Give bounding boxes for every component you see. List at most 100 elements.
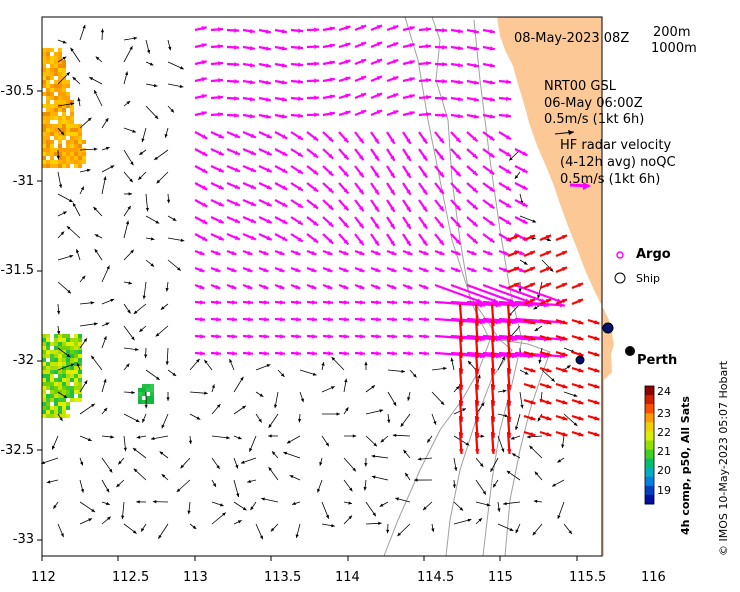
model-current-arrow [541, 369, 556, 382]
model-current-arrow [140, 523, 147, 532]
sst-cell [58, 390, 62, 394]
sst-cell [70, 338, 74, 342]
hf-radar-arrow [210, 165, 225, 173]
hf-radar-arrow [338, 334, 350, 339]
hf-radar-arrow [210, 351, 222, 356]
hf-radar-arrow [258, 216, 273, 224]
x-tick-label: 114.5 [417, 570, 455, 585]
hf-radar-arrow [466, 165, 479, 177]
sst-cell [50, 124, 54, 128]
model-current-arrow [123, 149, 134, 166]
x-tick-label: 112 [31, 570, 56, 585]
hf-radar-arrow [290, 266, 301, 273]
hf-radar-arrow [290, 148, 304, 158]
model-current-arrow [123, 303, 131, 314]
hf-radar-arrow [402, 283, 413, 290]
hf-radar-arrow [354, 41, 367, 49]
model-current-arrow [117, 457, 125, 465]
hf-radar-arrow [338, 283, 349, 290]
sst-cell [46, 378, 50, 382]
sst-cell [46, 398, 50, 402]
hf-radar-arrow [242, 334, 254, 339]
model-current-arrow [211, 384, 215, 393]
hf-radar-arrow [514, 199, 528, 208]
model-current-arrow [137, 171, 147, 181]
model-current-vectors [41, 24, 578, 540]
hf-radar-arrow [258, 165, 273, 173]
hf-radar-coastal-arrow [571, 382, 584, 389]
sst-cell [58, 346, 62, 350]
model-current-arrow [529, 445, 543, 459]
hf-radar-arrow [306, 78, 320, 83]
hf-radar-arrow [370, 109, 383, 117]
hf-radar-arrow [514, 165, 528, 174]
sst-cell [138, 392, 142, 396]
model-current-arrow [158, 523, 169, 539]
hf-radar-arrow [514, 182, 528, 191]
model-current-arrow [268, 466, 279, 481]
sst-cell [54, 378, 58, 382]
hf-radar-arrow [242, 62, 256, 68]
model-current-arrow [123, 347, 139, 352]
sst-cell [58, 100, 62, 104]
sst-cell [66, 346, 70, 350]
model-current-arrow [365, 435, 378, 447]
sst-cell [62, 354, 66, 358]
sst-cell [54, 334, 58, 338]
hf-radar-arrow [386, 165, 396, 179]
sst-cell [54, 346, 58, 350]
sst-cell [58, 398, 62, 402]
hf-radar-arrow [226, 147, 241, 156]
hf-radar-arrow [418, 165, 428, 179]
hf-radar-coastal-arrow [539, 430, 552, 437]
sst-cell [54, 350, 58, 354]
hf-radar-arrow [418, 266, 429, 273]
model-current-arrow [101, 336, 107, 349]
colorbar-segment [645, 449, 654, 460]
model-current-arrow [475, 517, 483, 525]
model-current-arrow [123, 523, 137, 534]
sst-cell [78, 156, 82, 160]
sst-cell [50, 104, 54, 108]
sst-cell [42, 378, 46, 382]
hf-radar-arrow [242, 266, 253, 273]
sst-cell [70, 390, 74, 394]
sst-cell [62, 60, 66, 64]
city-label-perth: Perth [637, 353, 678, 368]
sst-cell [42, 152, 46, 156]
hf-radar-arrow [434, 266, 445, 273]
sst-cell [54, 72, 58, 76]
argo-legend-icon [616, 251, 624, 259]
sst-cell [62, 64, 66, 68]
hf-radar-coastal-arrow [555, 350, 568, 357]
sst-cell [46, 68, 50, 72]
sst-cell [70, 160, 74, 164]
model-current-arrow [161, 413, 169, 429]
sst-cell [54, 108, 58, 112]
sst-cell [42, 60, 46, 64]
sst-cell [62, 156, 66, 160]
sst-cell [46, 338, 50, 342]
sst-cell [70, 124, 74, 128]
model-current-arrow [431, 523, 435, 533]
hf-radar-arrow [450, 28, 464, 34]
hf-radar-arrow [386, 300, 398, 305]
model-current-arrow [101, 479, 110, 493]
sst-cell [66, 334, 70, 338]
hf-radar-arrow [258, 148, 273, 156]
model-current-arrow [79, 301, 95, 305]
sst-cell [50, 92, 54, 96]
hf-radar-arrow [306, 334, 318, 339]
colorbar-segment [645, 395, 654, 405]
hf-radar-coastal-arrow [555, 266, 568, 274]
colorbar-segment [645, 386, 654, 396]
hf-radar-coastal-arrow [523, 366, 536, 373]
model-current-arrow [453, 518, 472, 525]
hf-radar-arrow [450, 266, 461, 273]
hf-radar-arrow [466, 45, 479, 51]
hf-radar-arrow [498, 249, 509, 256]
hf-radar-arrow [194, 199, 208, 208]
hf-radar-arrow [290, 165, 304, 175]
sst-cell [54, 52, 58, 56]
hf-radar-arrow [482, 233, 495, 244]
